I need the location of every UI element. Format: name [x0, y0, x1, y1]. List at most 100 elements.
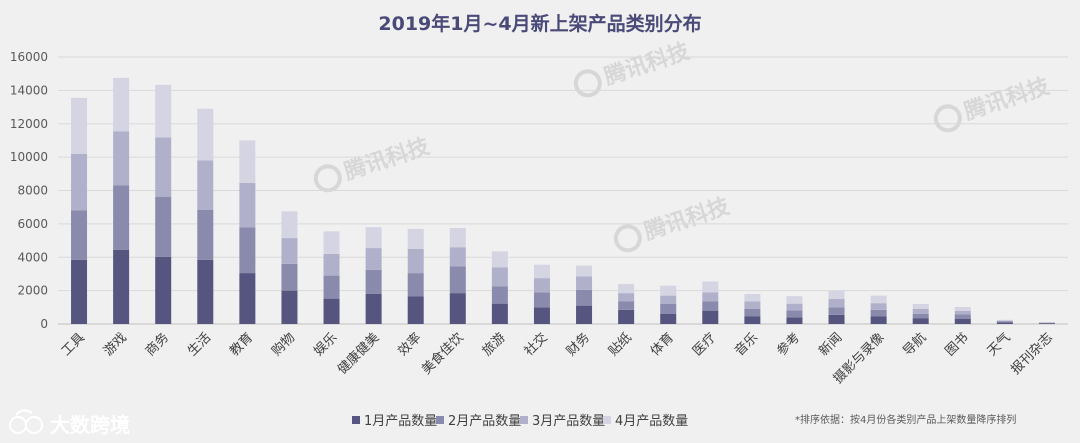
bar-segment-m1 — [449, 293, 466, 324]
bar-segment-m3 — [281, 238, 298, 264]
bar-segment-m4 — [323, 231, 340, 254]
x-tick-label: 贴纸 — [606, 330, 635, 359]
bar-segment-m3 — [407, 248, 424, 274]
bar-segment-m2 — [155, 196, 172, 257]
watermark-text: 腾讯科技 — [961, 74, 1053, 125]
bar-segment-m4 — [491, 251, 508, 268]
bar-stack — [954, 306, 971, 324]
bar-segment-m1 — [491, 303, 508, 324]
watermark: 腾讯科技 — [933, 74, 1054, 133]
legend-item: 3月产品数量 — [520, 414, 605, 429]
bar-segment-m4 — [533, 264, 550, 279]
legend-label: 4月产品数量 — [615, 414, 688, 429]
x-tick-label: 健康健美 — [334, 330, 382, 378]
brand-logo: 大数跨境 — [9, 409, 130, 437]
bar-segment-m3 — [618, 293, 635, 302]
bar-segment-m1 — [71, 259, 88, 324]
x-tick-label: 美食佳饮 — [419, 330, 467, 378]
bar-segment-m1 — [870, 316, 887, 324]
bar-segment-m2 — [618, 301, 635, 310]
bar-segment-m2 — [113, 185, 130, 250]
bar-segment-m3 — [197, 160, 214, 210]
bar-segment-m1 — [239, 273, 256, 324]
bar-segment-m3 — [323, 253, 340, 276]
bar-segment-m2 — [954, 314, 971, 319]
bar-stack — [1038, 322, 1055, 324]
bar-segment-m4 — [197, 108, 214, 161]
bar-segment-m3 — [533, 278, 550, 293]
bar-segment-m4 — [660, 285, 677, 296]
bar-segment-m3 — [786, 303, 803, 311]
bar-segment-m4 — [870, 295, 887, 304]
bar-stack — [702, 281, 719, 324]
bar-segment-m3 — [702, 292, 719, 302]
bar-segment-m4 — [576, 265, 593, 277]
bar-segment-m4 — [744, 293, 761, 302]
bar-stack — [155, 84, 172, 324]
x-tick-label: 效率 — [395, 330, 425, 360]
bar-segment-m1 — [1038, 323, 1055, 324]
bar-segment-m4 — [618, 283, 635, 294]
x-tick-label: 图书 — [943, 330, 972, 359]
bar-segment-m2 — [996, 321, 1013, 323]
bar-segment-m3 — [71, 153, 88, 211]
x-tick-label: 音乐 — [731, 330, 761, 360]
bar-segment-m2 — [828, 307, 845, 315]
bar-segment-m2 — [323, 275, 340, 299]
bar-segment-m2 — [281, 263, 298, 291]
bar-segment-m1 — [323, 298, 340, 324]
y-tick-label: 6000 — [17, 217, 48, 231]
y-tick-label: 8000 — [17, 184, 48, 198]
bar-segment-m3 — [744, 301, 761, 309]
bar-segment-m3 — [912, 308, 929, 314]
legend: 1月产品数量 2月产品数量 3月产品数量 4月产品数量 — [352, 414, 688, 429]
bar-stack — [113, 77, 130, 324]
x-tick-label: 游戏 — [101, 330, 130, 359]
bar-segment-m3 — [449, 247, 466, 267]
bar-segment-m4 — [239, 140, 256, 183]
bar-segment-m1 — [744, 316, 761, 324]
bar-segment-m4 — [155, 84, 172, 138]
bar-stack — [618, 283, 635, 324]
bar-segment-m1 — [365, 293, 382, 324]
watermark-icon — [313, 164, 342, 193]
x-tick-label: 新闻 — [816, 330, 846, 360]
bar-segment-m2 — [912, 313, 929, 319]
x-tick-label: 导航 — [900, 330, 930, 360]
legend-swatch — [520, 416, 528, 424]
bar-stack — [365, 227, 382, 324]
bar-segment-m4 — [281, 211, 298, 239]
bar-segment-m4 — [71, 97, 88, 154]
x-tick-label: 购物 — [269, 330, 299, 360]
legend-item: 2月产品数量 — [436, 414, 521, 429]
bar-stack — [491, 251, 508, 324]
bar-stack — [996, 319, 1013, 324]
bar-segment-m4 — [365, 227, 382, 249]
bar-stack — [786, 296, 803, 324]
bar-segment-m2 — [786, 310, 803, 318]
bar-stack — [197, 108, 214, 324]
bar-stack — [407, 228, 424, 324]
y-tick-label: 16000 — [10, 50, 48, 64]
x-tick-label: 社交 — [521, 330, 551, 360]
bar-segment-m2 — [407, 273, 424, 297]
bar-segment-m4 — [954, 306, 971, 311]
bar-segment-m3 — [996, 320, 1013, 322]
bar-stack — [281, 211, 298, 324]
legend-item: 1月产品数量 — [352, 414, 437, 429]
bar-segment-m3 — [870, 303, 887, 310]
bar-segment-m1 — [576, 305, 593, 324]
brand-icon — [9, 409, 43, 434]
bar-segment-m1 — [954, 318, 971, 324]
bar-segment-m1 — [197, 259, 214, 324]
bar-stack — [912, 303, 929, 324]
legend-item: 4月产品数量 — [603, 414, 688, 429]
bar-segment-m3 — [113, 131, 130, 186]
x-tick-label: 娱乐 — [311, 330, 340, 359]
bar-segment-m2 — [491, 286, 508, 304]
chart-title: 2019年1月~4月新上架产品类别分布 — [378, 12, 701, 35]
bar-segment-m1 — [618, 309, 635, 324]
